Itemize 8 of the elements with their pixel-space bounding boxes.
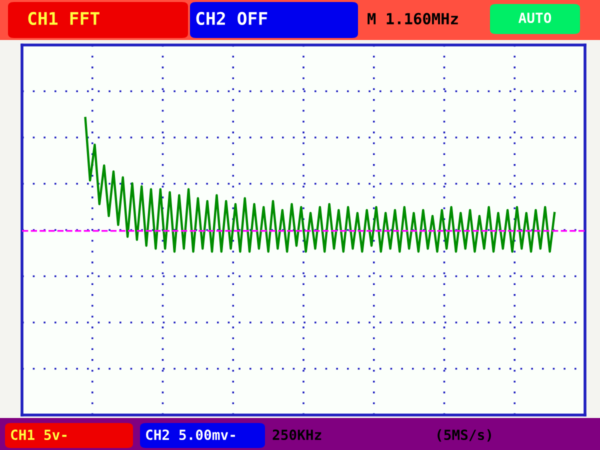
text: CH1 FFT bbox=[28, 12, 100, 26]
text: CH1 5v- bbox=[11, 430, 66, 440]
text: CH2 OFF bbox=[196, 12, 268, 26]
text: 250KHz bbox=[272, 430, 322, 440]
text: CH2 5.00mv- bbox=[146, 430, 235, 440]
text: M 1.160MHz bbox=[368, 12, 458, 24]
text: AUTO bbox=[518, 12, 552, 24]
text: (5MS/s) bbox=[438, 429, 491, 442]
